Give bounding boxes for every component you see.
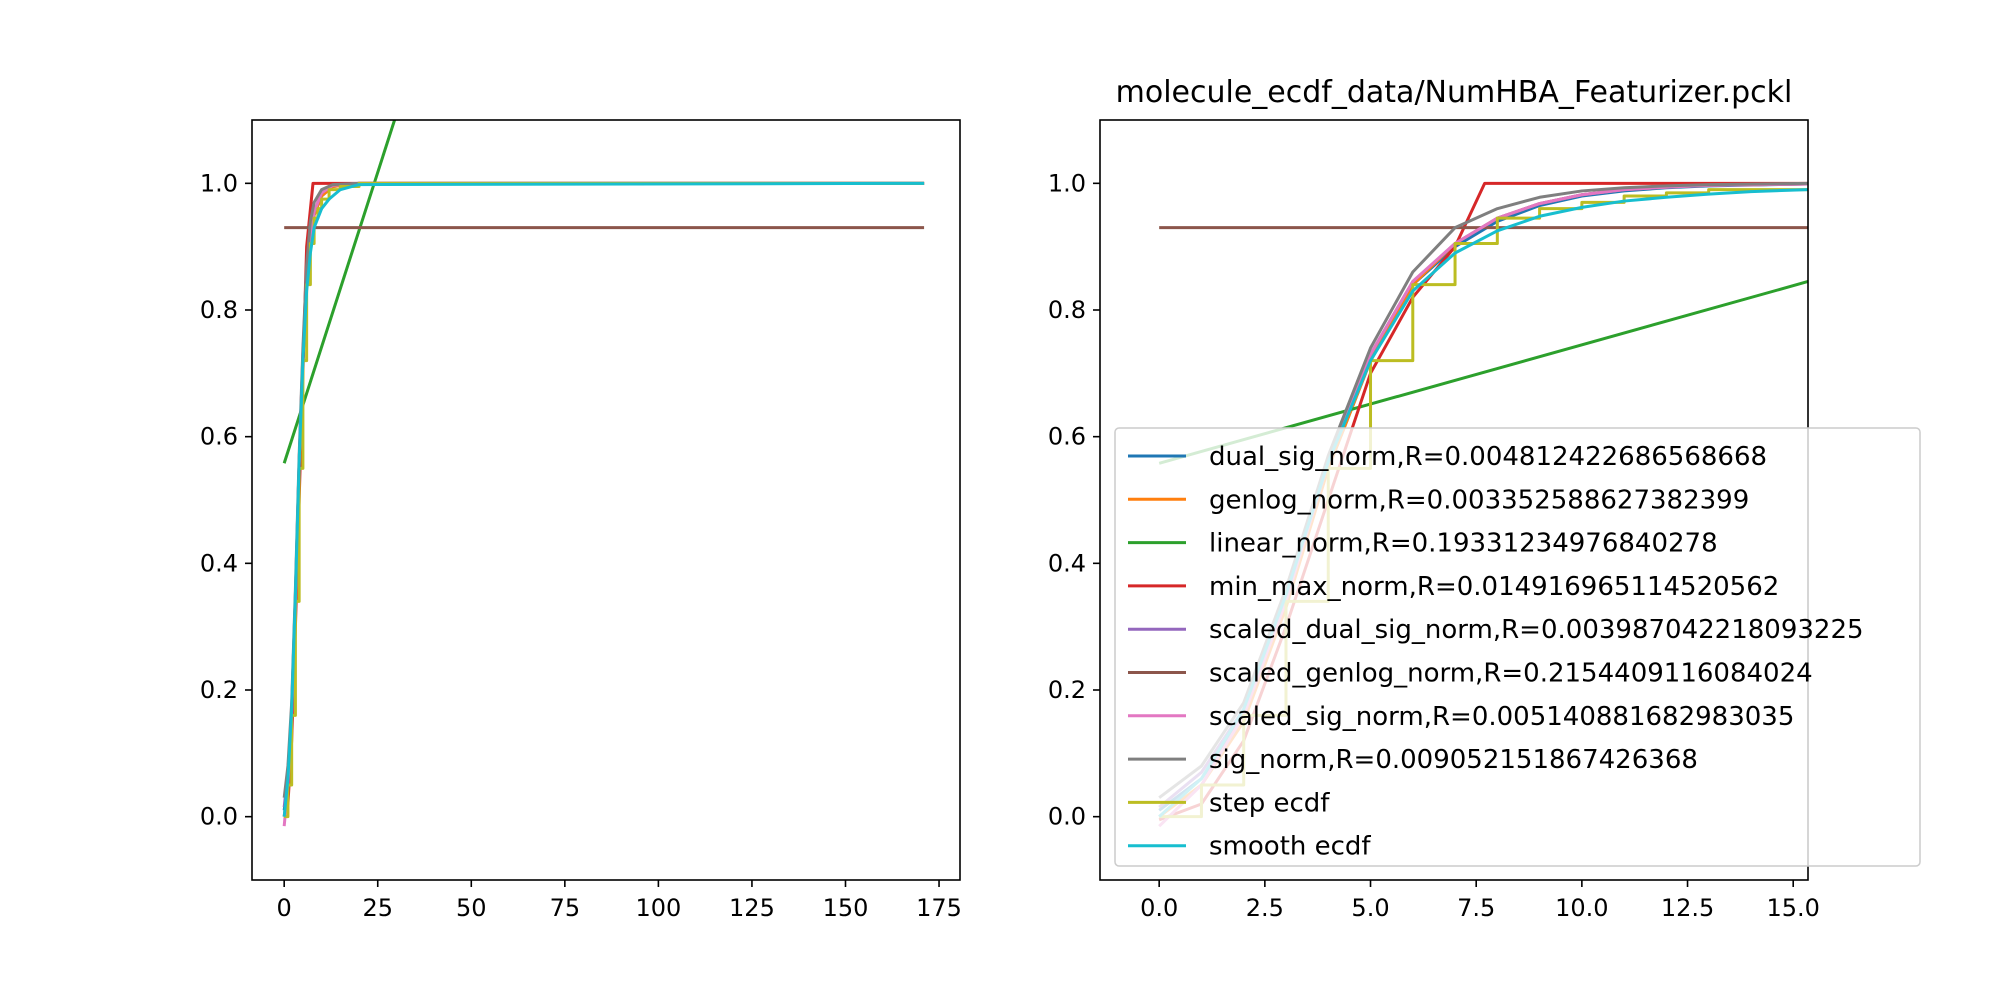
legend-label-scaled-dual-sig-norm: scaled_dual_sig_norm,R=0.003987042218093…	[1209, 615, 1864, 645]
right-chart-title: molecule_ecdf_data/NumHBA_Featurizer.pck…	[1116, 75, 1793, 110]
legend-label-sig-norm: sig_norm,R=0.009052151867426368	[1209, 745, 1698, 775]
legend-label-linear-norm: linear_norm,R=0.19331234976840278	[1209, 529, 1718, 559]
right-ytick-label: 0.4	[1048, 549, 1086, 577]
left-ytick-label: 0.2	[200, 676, 238, 704]
legend-label-min-max-norm: min_max_norm,R=0.014916965114520562	[1209, 572, 1779, 602]
right-plot-lines	[1158, 181, 1808, 828]
right-ytick-label: 0.2	[1048, 676, 1086, 704]
legend-label-dual-sig-norm: dual_sig_norm,R=0.004812422686568668	[1209, 442, 1767, 472]
right-xtick-label: 7.5	[1457, 894, 1495, 922]
right-ytick-label: 0.0	[1048, 803, 1086, 831]
left-axis-ticks: 0 25 50 75 100 125 150 175 0.0 0.2 0.4 0.6 0.8 1.0	[200, 169, 962, 922]
left-ytick-label: 0.4	[200, 549, 238, 577]
left-xtick-label: 100	[635, 894, 681, 922]
right-xtick-label: 10.0	[1555, 894, 1608, 922]
legend-label-step-ecdf: step ecdf	[1209, 788, 1330, 818]
right-xtick-label: 15.0	[1766, 894, 1819, 922]
right-ytick-label: 0.6	[1048, 423, 1086, 451]
right-xtick-label: 12.5	[1661, 894, 1714, 922]
left-ytick-label: 0.8	[200, 296, 238, 324]
left-ytick-label: 1.0	[200, 169, 238, 197]
legend: dual_sig_norm,R=0.004812422686568668genl…	[1114, 427, 1921, 867]
legend-label-smooth-ecdf: smooth ecdf	[1209, 832, 1371, 862]
left-xtick-label: 75	[550, 894, 581, 922]
left-xtick-label: 125	[729, 894, 775, 922]
legend-box	[1114, 427, 1921, 867]
right-ytick-label: 0.8	[1048, 296, 1086, 324]
left-ytick-label: 0.6	[200, 423, 238, 451]
left-axes-frame	[251, 119, 961, 881]
right-xtick-label: 0.0	[1140, 894, 1178, 922]
legend-label-scaled-genlog-norm: scaled_genlog_norm,R=0.2154409116084024	[1209, 659, 1813, 689]
left-series-smooth-ecdf	[282, 181, 925, 817]
right-axis-ticks: 0.0 2.5 5.0 7.5 10.0 12.5 15.0 0.0 0.2 0.4 0.6 0.8 1…	[1048, 169, 1820, 922]
right-xtick-label: 2.5	[1246, 894, 1284, 922]
left-subplot: 0 25 50 75 100 125 150 175 0.0 0.2 0.4 0.6 0.8 1.0	[200, 119, 962, 922]
left-plot-lines	[282, 120, 925, 827]
right-xtick-label: 5.0	[1351, 894, 1389, 922]
left-xtick-label: 0	[277, 894, 292, 922]
right-ytick-label: 1.0	[1048, 169, 1086, 197]
left-xtick-label: 150	[823, 894, 869, 922]
left-xtick-label: 25	[362, 894, 393, 922]
right-subplot: molecule_ecdf_data/NumHBA_Featurizer.pck…	[1048, 75, 1820, 922]
legend-label-genlog-norm: genlog_norm,R=0.003352588627382399	[1209, 485, 1749, 515]
legend-label-scaled-sig-norm: scaled_sig_norm,R=0.005140881682983035	[1209, 702, 1794, 732]
left-ytick-label: 0.0	[200, 803, 238, 831]
left-xtick-label: 50	[456, 894, 487, 922]
legend-items: dual_sig_norm,R=0.004812422686568668genl…	[1128, 442, 1864, 862]
left-xtick-label: 175	[916, 894, 962, 922]
